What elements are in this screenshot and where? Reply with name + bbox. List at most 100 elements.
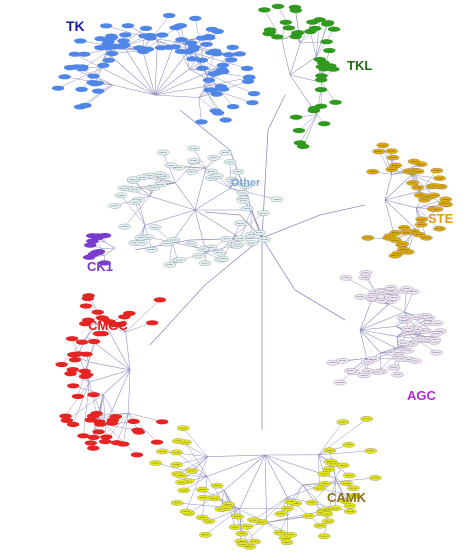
- kinase-node-tkl: [322, 20, 335, 26]
- tree-branch: [88, 361, 131, 371]
- tree-branch: [253, 496, 288, 521]
- kinase-node-agc: [384, 284, 398, 291]
- tree-branch: [122, 413, 129, 445]
- tree-branch: [302, 484, 355, 497]
- kinase-node-agc: [396, 315, 410, 321]
- kinase-node-tk: [68, 51, 82, 57]
- kinase-node-camk: [342, 472, 356, 479]
- tree-branch: [183, 428, 208, 457]
- tree-branch: [105, 324, 131, 371]
- kinase-node-camk: [317, 533, 331, 539]
- kinase-node-other: [253, 229, 266, 236]
- tree-branch: [345, 277, 375, 294]
- kinase-node-tk: [181, 49, 194, 55]
- kinase-node-camk: [347, 485, 360, 491]
- kinase-node-ste: [366, 168, 380, 175]
- tree-branch: [86, 312, 99, 338]
- kinase-node-camk: [170, 500, 184, 506]
- kinase-node-other: [227, 180, 241, 187]
- tree-branch: [204, 237, 263, 286]
- tree-branch: [144, 209, 196, 226]
- kinase-node-camk: [302, 513, 315, 519]
- kinase-node-tk: [195, 57, 208, 63]
- kinase-node-camk: [199, 532, 212, 538]
- tree-branch: [239, 508, 243, 534]
- kinase-node-tk: [195, 119, 208, 125]
- tree-branch: [198, 72, 218, 98]
- tree-branch: [162, 451, 208, 457]
- tree-branch: [404, 291, 414, 313]
- kinase-node-agc: [429, 331, 443, 337]
- kinase-node-tk: [117, 38, 130, 44]
- kinase-node-ste: [396, 241, 410, 247]
- kinase-node-tk: [200, 41, 213, 47]
- tree-branch: [155, 462, 208, 477]
- tree-branch: [311, 478, 336, 503]
- tree-branch: [359, 326, 397, 331]
- kinase-node-camk: [248, 538, 262, 545]
- kinase-node-other: [211, 173, 224, 179]
- kinase-node-tkl: [282, 25, 295, 31]
- tree-branch: [154, 51, 189, 96]
- kinase-node-camk: [284, 532, 297, 538]
- tree-branch: [128, 369, 131, 414]
- tree-branch: [116, 413, 129, 443]
- kinase-node-agc: [412, 336, 426, 342]
- kinase-node-cmgc: [87, 434, 100, 440]
- kinase-node-tk: [74, 38, 87, 44]
- tree-branch: [88, 319, 126, 333]
- kinase-node-camk: [321, 518, 335, 524]
- kinase-node-tk: [87, 73, 100, 79]
- kinase-node-tk: [187, 44, 201, 50]
- tree-branch: [359, 329, 397, 337]
- tree-branch: [175, 161, 195, 183]
- kinase-node-other: [239, 183, 253, 189]
- tree-branch: [261, 214, 321, 239]
- tree-branch: [154, 73, 206, 96]
- kinase-node-agc: [333, 379, 347, 386]
- kinase-node-camk: [156, 448, 169, 455]
- kinase-node-other: [134, 234, 148, 241]
- tree-branch: [189, 68, 222, 87]
- tree-branch: [188, 51, 248, 69]
- kinase-node-ste: [407, 158, 421, 165]
- kinase-node-tkl: [327, 66, 340, 72]
- tree-branch: [266, 510, 323, 523]
- tree-branch: [261, 237, 296, 291]
- kinase-node-cmgc: [96, 331, 109, 337]
- kinase-node-ste: [414, 192, 427, 198]
- kinase-node-other: [127, 186, 141, 193]
- kinase-node-ste: [433, 225, 446, 232]
- tree-branch: [224, 454, 266, 491]
- tree-branch: [125, 299, 161, 333]
- kinase-node-other: [219, 149, 232, 156]
- kinase-node-tkl: [329, 99, 342, 105]
- kinase-node-tkl: [271, 3, 285, 9]
- kinase-node-tk: [247, 91, 261, 97]
- kinase-node-camk: [170, 461, 183, 468]
- tree-branch: [194, 187, 231, 211]
- kinase-node-cmgc: [132, 429, 146, 435]
- tree-branch: [124, 196, 150, 227]
- tree-branch: [359, 311, 405, 331]
- kinase-node-cmgc: [66, 421, 80, 427]
- kinase-node-agc: [359, 270, 373, 276]
- tree-branch: [384, 199, 417, 209]
- tree-branch: [57, 67, 102, 89]
- kinase-node-agc: [391, 371, 404, 378]
- kinase-node-tk: [186, 56, 199, 62]
- kinase-node-tk: [168, 44, 181, 50]
- kinase-node-ste: [429, 183, 442, 189]
- tree-branch: [411, 174, 434, 196]
- tree-branch: [264, 454, 288, 498]
- tree-branch: [86, 318, 104, 338]
- tree-branch: [205, 508, 240, 536]
- tree-branch: [281, 39, 291, 76]
- kinase-node-tk: [205, 26, 219, 32]
- kinase-node-other: [234, 235, 247, 242]
- tree-branch: [207, 454, 266, 477]
- kinase-node-other: [134, 240, 148, 246]
- kinase-node-tk: [222, 52, 235, 58]
- kinase-node-other: [237, 198, 250, 204]
